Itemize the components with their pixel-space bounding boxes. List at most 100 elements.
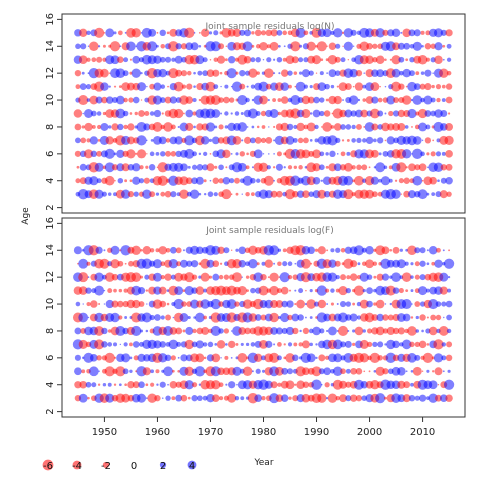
residual-bubble bbox=[129, 356, 133, 360]
residual-bubble bbox=[210, 325, 221, 337]
residual-bubble bbox=[309, 316, 313, 319]
x-axis-title: Year bbox=[253, 458, 273, 468]
residual-bubble bbox=[343, 41, 353, 51]
residual-bubble bbox=[241, 276, 243, 278]
residual-bubble bbox=[176, 341, 182, 347]
residual-bubble bbox=[412, 136, 422, 145]
residual-bubble bbox=[140, 99, 143, 101]
residual-bubble bbox=[146, 139, 148, 142]
residual-bubble bbox=[74, 150, 82, 157]
residual-bubble bbox=[267, 98, 270, 102]
residual-bubble bbox=[82, 112, 84, 115]
residual-bubble bbox=[113, 356, 117, 359]
residual-bubble bbox=[326, 249, 329, 252]
residual-bubble bbox=[131, 272, 142, 282]
residual-bubble bbox=[365, 246, 374, 255]
residual-bubble bbox=[195, 55, 205, 65]
residual-bubble bbox=[205, 122, 216, 132]
residual-bubble bbox=[90, 300, 98, 308]
residual-bubble bbox=[279, 272, 290, 283]
residual-bubble bbox=[320, 179, 323, 182]
residual-bubble bbox=[287, 314, 293, 321]
residual-bubble bbox=[389, 302, 392, 306]
residual-bubble bbox=[245, 191, 250, 197]
residual-bubble bbox=[392, 340, 400, 349]
residual-bubble bbox=[351, 124, 356, 130]
residual-bubble bbox=[245, 275, 250, 279]
residual-bubble bbox=[393, 97, 400, 104]
residual-bubble bbox=[439, 286, 448, 295]
residual-bubble bbox=[96, 355, 102, 361]
residual-bubble bbox=[273, 139, 276, 142]
residual-bubble bbox=[140, 275, 144, 279]
residual-bubble bbox=[355, 69, 363, 77]
residual-bubble bbox=[214, 125, 218, 129]
residual-bubble bbox=[312, 326, 321, 336]
residual-bubble bbox=[370, 149, 379, 158]
residual-bubble bbox=[363, 370, 366, 373]
residual-bubble bbox=[154, 314, 161, 321]
residual-bubble bbox=[193, 85, 196, 88]
residual-bubble bbox=[137, 353, 146, 362]
residual-bubble bbox=[98, 303, 101, 306]
residual-bubble bbox=[375, 393, 386, 404]
residual-bubble bbox=[428, 380, 438, 390]
residual-bubble bbox=[129, 342, 133, 347]
residual-bubble bbox=[210, 95, 221, 105]
residual-bubble bbox=[368, 370, 371, 373]
residual-bubble bbox=[163, 122, 173, 132]
residual-bubble bbox=[290, 175, 301, 186]
residual-bubble bbox=[270, 190, 278, 198]
residual-bubble bbox=[333, 28, 343, 38]
residual-bubble bbox=[131, 245, 141, 255]
residual-bubble bbox=[285, 380, 295, 390]
residual-bubble bbox=[391, 68, 401, 78]
residual-bubble bbox=[98, 370, 100, 372]
residual-bubble bbox=[345, 314, 352, 321]
residual-bubble bbox=[311, 55, 322, 65]
residual-bubble bbox=[206, 163, 215, 172]
residual-bubble bbox=[413, 29, 421, 37]
residual-bubble bbox=[327, 272, 338, 282]
residual-bubble bbox=[335, 275, 340, 280]
residual-bubble bbox=[113, 288, 117, 293]
residual-bubble bbox=[155, 192, 160, 196]
residual-bubble bbox=[326, 303, 329, 305]
residual-bubble bbox=[117, 260, 124, 267]
residual-bubble bbox=[402, 28, 411, 38]
residual-bubble bbox=[306, 299, 317, 309]
residual-bubble bbox=[240, 396, 245, 401]
residual-bubble bbox=[359, 353, 369, 363]
residual-bubble bbox=[174, 272, 184, 282]
residual-bubble bbox=[149, 83, 156, 90]
residual-bubble bbox=[397, 366, 406, 376]
residual-bubble bbox=[198, 31, 201, 34]
residual-bubble bbox=[108, 85, 111, 88]
residual-bubble bbox=[224, 84, 229, 89]
residual-bubble bbox=[129, 179, 133, 183]
residual-bubble bbox=[339, 380, 348, 389]
residual-bubble bbox=[318, 354, 326, 362]
residual-bubble bbox=[185, 122, 194, 131]
residual-bubble bbox=[319, 328, 325, 334]
residual-bubble bbox=[94, 272, 104, 282]
residual-bubble bbox=[386, 326, 395, 336]
residual-bubble bbox=[103, 31, 106, 34]
residual-bubble bbox=[365, 136, 374, 145]
residual-bubble bbox=[405, 370, 408, 373]
residual-bubble bbox=[146, 85, 148, 88]
residual-bubble bbox=[286, 300, 294, 308]
residual-bubble bbox=[249, 137, 256, 144]
residual-bubble bbox=[248, 313, 258, 322]
residual-bubble bbox=[161, 112, 164, 115]
residual-bubble bbox=[421, 45, 424, 48]
residual-bubble bbox=[261, 396, 266, 401]
residual-bubble bbox=[322, 122, 332, 132]
residual-bubble bbox=[159, 381, 166, 388]
residual-bubble bbox=[431, 192, 436, 197]
residual-bubble bbox=[276, 29, 283, 36]
residual-bubble bbox=[170, 355, 176, 361]
residual-bubble bbox=[391, 189, 401, 199]
residual-bubble bbox=[189, 189, 200, 199]
residual-bubble bbox=[419, 83, 426, 90]
